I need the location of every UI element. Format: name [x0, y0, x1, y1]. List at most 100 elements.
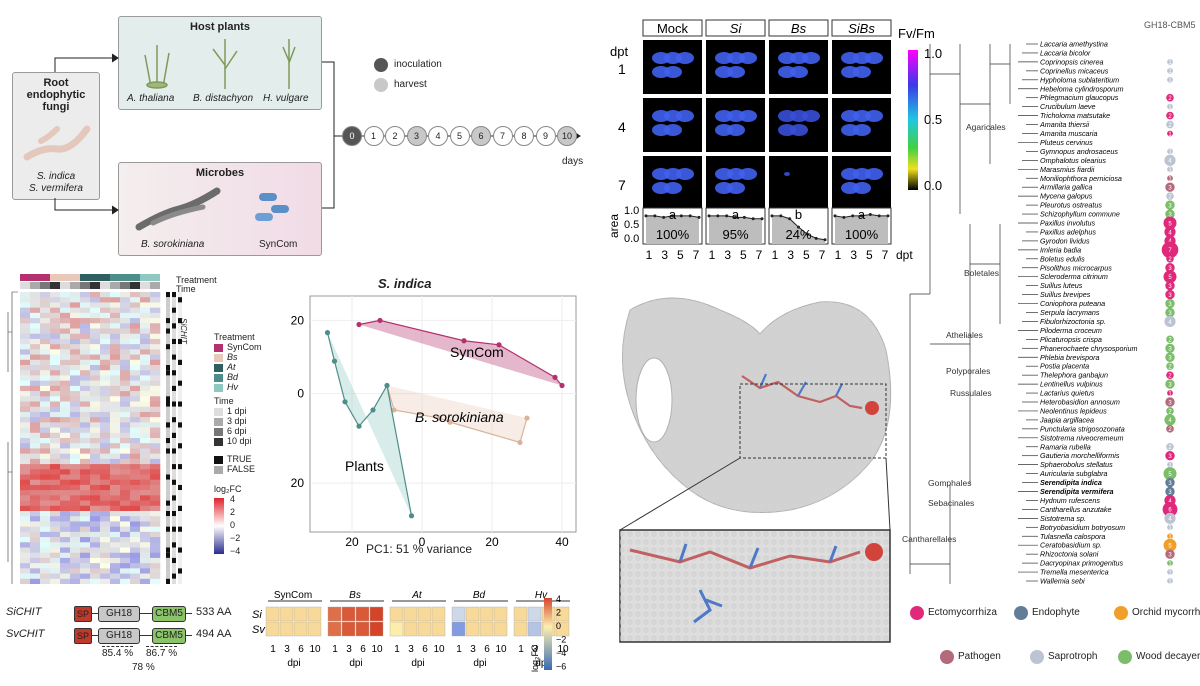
heatmap-cell	[40, 448, 51, 454]
heatmap-cell	[100, 422, 111, 428]
area-fill	[835, 214, 888, 244]
heatmap-cell	[70, 469, 81, 475]
tree-legend: Ectomycorrhiza Endophyte Orchid mycorrhiza…	[910, 606, 1200, 676]
annotation-cell	[178, 406, 182, 412]
heatmap-cell	[90, 380, 101, 387]
heatmap-cell	[90, 490, 101, 496]
heatmap-cell	[90, 365, 101, 371]
annotation-cell	[166, 302, 170, 308]
annotation-cell	[178, 495, 182, 501]
annotation-cell	[166, 563, 170, 569]
heatmap-cell	[90, 391, 101, 397]
area-xtick: 5	[677, 248, 684, 262]
heatmap-cell	[150, 323, 161, 329]
microbe-2: SynCom	[259, 239, 298, 250]
area-point	[662, 215, 666, 219]
annotation-cell	[178, 505, 182, 511]
domain-length: 533 AA	[196, 606, 232, 618]
heatmap-cell	[100, 391, 111, 397]
tree-count: 1	[1168, 463, 1172, 469]
heatmap-cell	[100, 537, 111, 543]
annotation-cell	[166, 292, 170, 298]
heatmap-cell	[70, 453, 81, 460]
tree-species: Suillus brevipes	[1040, 290, 1091, 299]
heatmap-cell	[80, 537, 91, 543]
heatmap-cell	[40, 391, 51, 397]
tree-species: Amanita thiersii	[1039, 120, 1090, 129]
fc-xlabel: dpi	[473, 658, 486, 669]
heatmap-cell	[100, 557, 111, 564]
heatmap-cell	[30, 417, 41, 423]
heatmap-cell	[70, 365, 81, 371]
tree-species: Gymnopus androsaceus	[1040, 147, 1118, 156]
annotation-cell	[172, 495, 176, 501]
heatmap-cell	[20, 370, 31, 376]
heatmap-cell	[60, 516, 71, 522]
heatmap-cell	[20, 458, 31, 465]
tree-count: 2	[1168, 445, 1172, 451]
area-point	[679, 214, 683, 218]
heatmap-cell	[110, 521, 121, 527]
treatment-bar-cell	[40, 274, 50, 281]
heatmap-cell	[60, 542, 71, 548]
heatmap-cell	[30, 318, 41, 324]
tree-count: 1	[1168, 132, 1172, 138]
annotation-cell	[172, 302, 176, 308]
tree-legend-label: Saprotroph	[1048, 651, 1098, 662]
heatmap-cell	[150, 505, 161, 512]
tree-count: 1	[1168, 168, 1172, 174]
host-plants-box: Host plants A. thaliana B. distachyon H.…	[118, 16, 322, 110]
heatmap-cell	[50, 411, 61, 418]
tree-count: 3	[1168, 293, 1172, 299]
annotation-cell	[172, 370, 176, 376]
heatmap-cell	[70, 521, 81, 527]
heatmap-cell	[90, 333, 101, 340]
heatmap-cell	[60, 453, 71, 460]
heatmap-cell	[130, 573, 141, 580]
pca-point	[559, 382, 565, 389]
tree-species: Serpula lacrymans	[1040, 308, 1100, 317]
heatmap-cell	[30, 391, 41, 397]
heatmap-cell	[100, 396, 111, 402]
heatmap-cell	[150, 432, 161, 439]
fc-group-label: Bs	[349, 590, 361, 601]
heatmap-cell	[120, 427, 131, 434]
area-ytick: 0.0	[624, 233, 639, 245]
heatmap-cell	[70, 349, 81, 355]
heatmap-cell	[40, 547, 51, 554]
pca-point	[370, 407, 376, 413]
annotation-cell	[166, 526, 170, 532]
heatmap-cell	[110, 552, 121, 559]
annotation-cell	[172, 511, 176, 517]
annotation-cell	[178, 411, 182, 418]
tree-species: Boletus edulis	[1040, 254, 1085, 263]
heatmap-cell	[140, 328, 151, 335]
heatmap-cell	[30, 568, 41, 574]
heatmap-cell	[80, 422, 91, 428]
heatmap-cell	[50, 422, 61, 428]
heatmap-cell	[60, 391, 71, 397]
tree-count: 3	[1168, 454, 1172, 460]
annotation-cell	[166, 484, 170, 491]
pca-plot: 20 0 20 40 20 0 20 SynCom B. sorokiniana Plants	[291, 295, 577, 548]
heatmap-cell	[90, 385, 101, 392]
heatmap-cell	[80, 526, 91, 533]
tree-species: Imleria badia	[1040, 245, 1081, 254]
heatmap-cell	[130, 417, 141, 423]
domain-gh18: GH18	[98, 628, 140, 644]
tree-count: 2	[1168, 427, 1172, 433]
fc-row-label: Si	[252, 609, 262, 621]
tree-count: 1	[1168, 60, 1172, 66]
timeline-day: 6	[471, 126, 491, 146]
heatmap-cell	[60, 490, 71, 496]
heatmap-cell	[20, 385, 31, 392]
heatmap-cell	[120, 547, 131, 554]
identity-total: 78 %	[132, 662, 155, 673]
harvest-marker	[374, 78, 388, 92]
heatmap-cell	[40, 474, 51, 481]
legend-scale-tick: 4	[230, 494, 236, 504]
heatmap-cell	[110, 542, 121, 548]
heatmap-cell	[20, 406, 31, 413]
heatmap-cell	[100, 401, 111, 408]
heatmap-cell	[70, 411, 81, 418]
